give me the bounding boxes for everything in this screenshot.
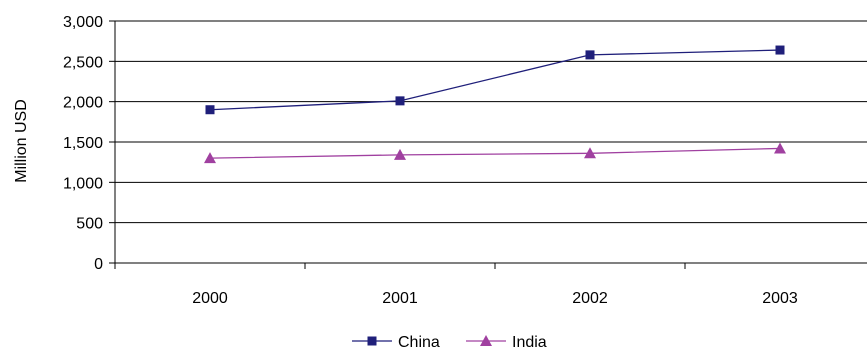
- y-tick-label: 0: [94, 256, 103, 273]
- series-line-india: [209, 147, 781, 159]
- y-tick-label: 3,000: [63, 14, 103, 31]
- series-china: [205, 45, 785, 115]
- data-point-china: [395, 96, 405, 106]
- data-point-india: [394, 148, 406, 160]
- series-line-china: [209, 49, 781, 111]
- x-tick-label: 2000: [192, 290, 228, 307]
- data-point-india: [584, 147, 596, 159]
- y-tick-label: 2,500: [63, 54, 103, 71]
- y-tick-labels: 0 500 1,000 1,500 2,000 2,500 3,000: [63, 14, 103, 273]
- y-tick-label: 1,000: [63, 175, 103, 192]
- legend-label-china: China: [398, 334, 440, 351]
- series: [204, 45, 786, 164]
- data-point-china: [775, 45, 785, 55]
- legend-item-china: China: [352, 334, 440, 351]
- legend-label-india: India: [512, 334, 547, 351]
- x-tick-label: 2001: [382, 290, 418, 307]
- gridlines: [115, 20, 867, 224]
- y-tick-label: 1,500: [63, 135, 103, 152]
- data-point-china: [585, 50, 595, 60]
- data-point-india: [204, 152, 216, 164]
- legend-marker-india: [480, 335, 492, 346]
- legend-marker-china: [367, 336, 377, 346]
- y-tick-label: 500: [76, 216, 103, 233]
- data-point-china: [205, 105, 215, 115]
- x-tick-label: 2002: [572, 290, 608, 307]
- legend-item-india: India: [466, 334, 547, 351]
- axes: [109, 20, 867, 269]
- legend: China India: [352, 334, 547, 351]
- series-india: [204, 142, 786, 164]
- data-point-india: [774, 142, 786, 154]
- y-tick-label: 2,000: [63, 95, 103, 112]
- x-tick-label: 2003: [762, 290, 798, 307]
- x-tick-labels: 2000 2001 2002 2003: [192, 290, 798, 307]
- y-axis-title: Million USD: [13, 99, 30, 183]
